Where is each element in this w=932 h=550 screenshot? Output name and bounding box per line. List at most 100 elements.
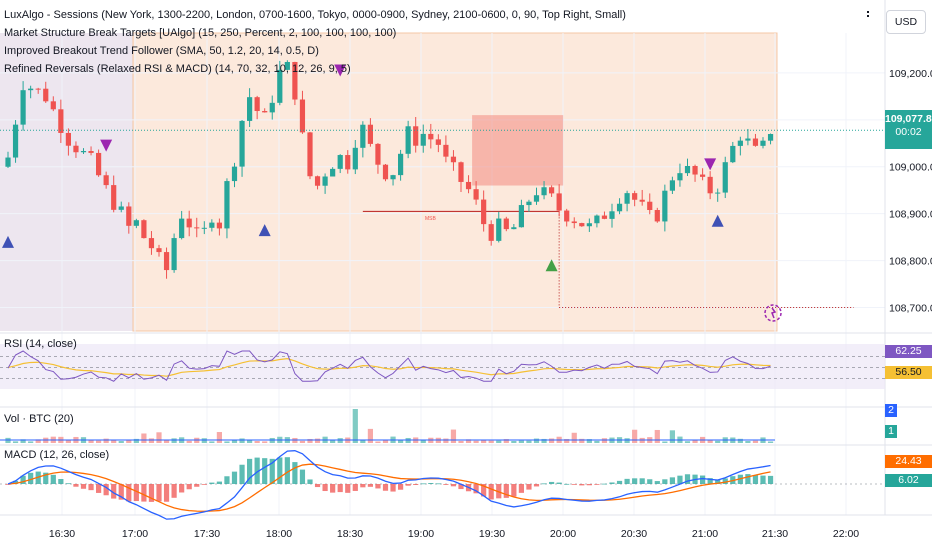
candle-body	[496, 218, 502, 241]
candle-body	[337, 155, 343, 169]
macd-histogram-bar	[579, 484, 585, 486]
last-price-value: 109,077.86	[885, 113, 932, 125]
volume-value-tag-bottom: 1	[885, 425, 897, 438]
volume-bar	[247, 440, 253, 443]
volume-bar	[239, 438, 245, 443]
macd-histogram-bar	[458, 484, 464, 490]
candles	[5, 60, 774, 279]
candle-body	[428, 133, 434, 140]
candle-body	[564, 210, 570, 222]
macd-histogram-bar	[299, 469, 306, 484]
legend-macd[interactable]: MACD (12, 26, close)	[4, 449, 110, 461]
macd-histogram-bar	[594, 484, 600, 485]
reversal-up-triangle	[545, 259, 558, 272]
macd-histogram-bar	[767, 475, 774, 484]
candle-body	[88, 151, 94, 153]
time-tick-label: 17:00	[122, 528, 148, 540]
candle-body	[50, 101, 56, 110]
candle-body	[186, 218, 192, 228]
candle-body	[367, 124, 373, 144]
macd-histogram-bar	[511, 484, 517, 497]
reversal-up-triangle	[258, 224, 271, 237]
legend-breakout[interactable]: Improved Breakout Trend Follower (SMA, 5…	[4, 45, 319, 57]
countdown-value: 00:02	[895, 126, 922, 138]
volume-bar	[367, 428, 373, 443]
legend-volume[interactable]: Vol · BTC (20)	[4, 413, 74, 425]
volume-bar	[254, 441, 260, 443]
macd-histogram-bar	[450, 484, 457, 487]
candle-body	[647, 201, 653, 210]
legend-reversals[interactable]: Refined Reversals (Relaxed RSI & MACD) (…	[4, 63, 351, 75]
time-tick-label: 18:30	[337, 528, 363, 540]
currency-button[interactable]: USD	[886, 10, 926, 34]
macd-histogram-bar	[367, 484, 373, 487]
macd-histogram-bar	[239, 464, 245, 484]
volume-bar	[632, 429, 638, 443]
candle-body	[254, 97, 260, 112]
volume-bar	[684, 441, 691, 443]
reversal-up-triangle	[2, 235, 14, 248]
time-tick-label: 21:30	[762, 528, 788, 540]
macd-histogram-bar	[586, 484, 592, 486]
settings-icon[interactable]	[867, 11, 869, 17]
candle-body	[435, 139, 441, 145]
volume-bar	[28, 441, 34, 443]
reversal-markers	[2, 64, 724, 272]
legend-sessions[interactable]: LuxAlgo - Sessions (New York, 1300-2200,…	[4, 9, 626, 21]
macd-histogram-bar	[58, 479, 64, 484]
macd-histogram-bar	[43, 472, 49, 484]
volume-bar	[141, 433, 147, 443]
candle-body	[465, 181, 472, 190]
macd-histogram-bar	[269, 458, 275, 484]
volume-bar	[314, 438, 321, 443]
macd-histogram-bar	[209, 482, 215, 484]
price-tick-label: 109,200.00	[889, 68, 932, 80]
session-ny-bg	[133, 33, 777, 331]
volume-bar	[503, 439, 509, 443]
macd-histogram-bar	[481, 484, 487, 497]
candle-body	[579, 223, 585, 227]
candle-body	[216, 222, 222, 229]
volume-bar	[465, 439, 472, 443]
volume-bar	[35, 439, 41, 443]
macd-histogram-bar	[96, 484, 102, 493]
macd-histogram-bar	[549, 481, 555, 484]
candle-body	[556, 193, 562, 211]
candle-body	[677, 173, 683, 181]
msb-label: MSB	[425, 216, 437, 222]
rsi-band	[0, 344, 885, 389]
candle-body	[473, 189, 479, 200]
macd-histogram-bar	[564, 483, 570, 485]
volume-bar	[669, 430, 675, 443]
price-tick-label: 108,700.00	[889, 303, 932, 315]
candle-body	[586, 223, 592, 227]
rsi-line	[7, 350, 771, 382]
legend-rsi[interactable]: RSI (14, close)	[4, 338, 77, 350]
candle-body	[700, 174, 706, 177]
candle-body	[322, 176, 328, 186]
candle-body	[632, 193, 638, 200]
rsi-value-tag: 62.25	[885, 345, 932, 358]
candle-body	[194, 227, 200, 229]
price-axis[interactable]: 109,200.00109,100.00109,000.00108,900.00…	[889, 68, 932, 315]
macd-lines	[0, 450, 885, 520]
volume-bar	[133, 438, 139, 443]
reversal-up-triangle	[711, 214, 724, 227]
replay-icon[interactable]	[764, 304, 782, 322]
volume-bar	[518, 440, 524, 443]
legend-msb[interactable]: Market Structure Break Targets [UAlgo] (…	[4, 27, 397, 39]
volume-bar	[96, 440, 102, 443]
macd-histogram-bar	[247, 458, 253, 484]
volume-bar	[586, 439, 592, 443]
candle-body	[692, 165, 698, 175]
volume-bar	[375, 441, 381, 443]
candle-body	[201, 227, 207, 229]
volume-bar	[360, 440, 366, 443]
volume-bar	[511, 440, 517, 443]
macd-histogram-bar	[103, 484, 109, 496]
volume-bar	[163, 440, 170, 443]
macd-histogram-bar	[684, 474, 691, 484]
time-axis[interactable]: 16:30 17:00 17:30 18:00 18:30 19:00 19:30 20:00…	[49, 528, 859, 540]
macd-histogram-bar	[20, 475, 26, 484]
